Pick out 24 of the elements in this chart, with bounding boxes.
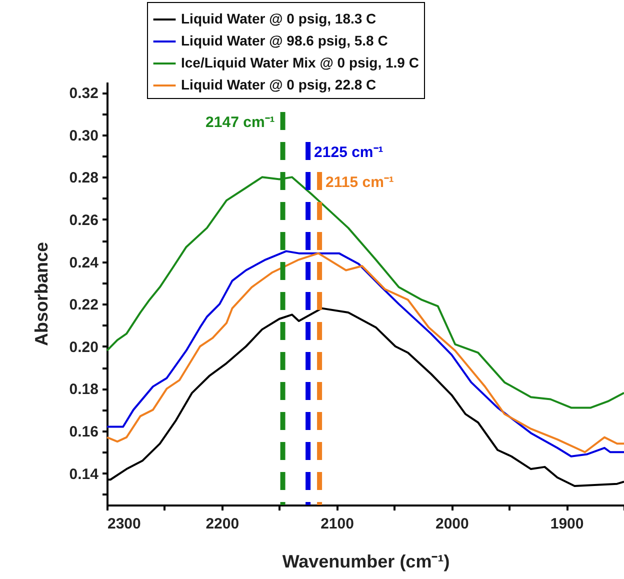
y-axis-title: Absorbance (31, 242, 52, 346)
x-tick-label: 2200 (206, 516, 240, 532)
y-tick-label: 0.26 (69, 212, 98, 229)
legend-label: Liquid Water @ 0 psig, 18.3 C (181, 10, 376, 26)
legend-label: Ice/Liquid Water Mix @ 0 psig, 1.9 C (181, 54, 419, 70)
x-tick-label: 2300 (108, 516, 141, 532)
ref-line-label: 2115 cm⁻¹ (326, 174, 394, 191)
y-tick-label: 0.30 (69, 127, 98, 144)
y-tick-label: 0.32 (69, 85, 98, 102)
y-tick-label: 0.16 (69, 423, 98, 440)
x-tick-label: 2000 (435, 516, 469, 532)
x-tick-label: 2100 (320, 516, 354, 532)
y-tick-label: 0.14 (69, 466, 100, 483)
y-tick-label: 0.18 (69, 381, 98, 398)
y-tick-label: 0.22 (69, 296, 98, 314)
legend-label: Liquid Water @ 98.6 psig, 5.8 C (181, 32, 388, 48)
x-axis-title: Wavenumber (cm⁻¹) (282, 552, 450, 572)
x-tick-label: 1900 (550, 516, 584, 532)
ref-line-label: 2147 cm⁻¹ (206, 114, 275, 131)
y-tick-label: 0.24 (69, 254, 100, 272)
y-tick-label: 0.20 (69, 338, 98, 356)
y-tick-label: 0.28 (69, 170, 98, 187)
ref-line-label: 2125 cm⁻¹ (314, 144, 384, 161)
legend-label: Liquid Water @ 0 psig, 22.8 C (181, 76, 376, 92)
